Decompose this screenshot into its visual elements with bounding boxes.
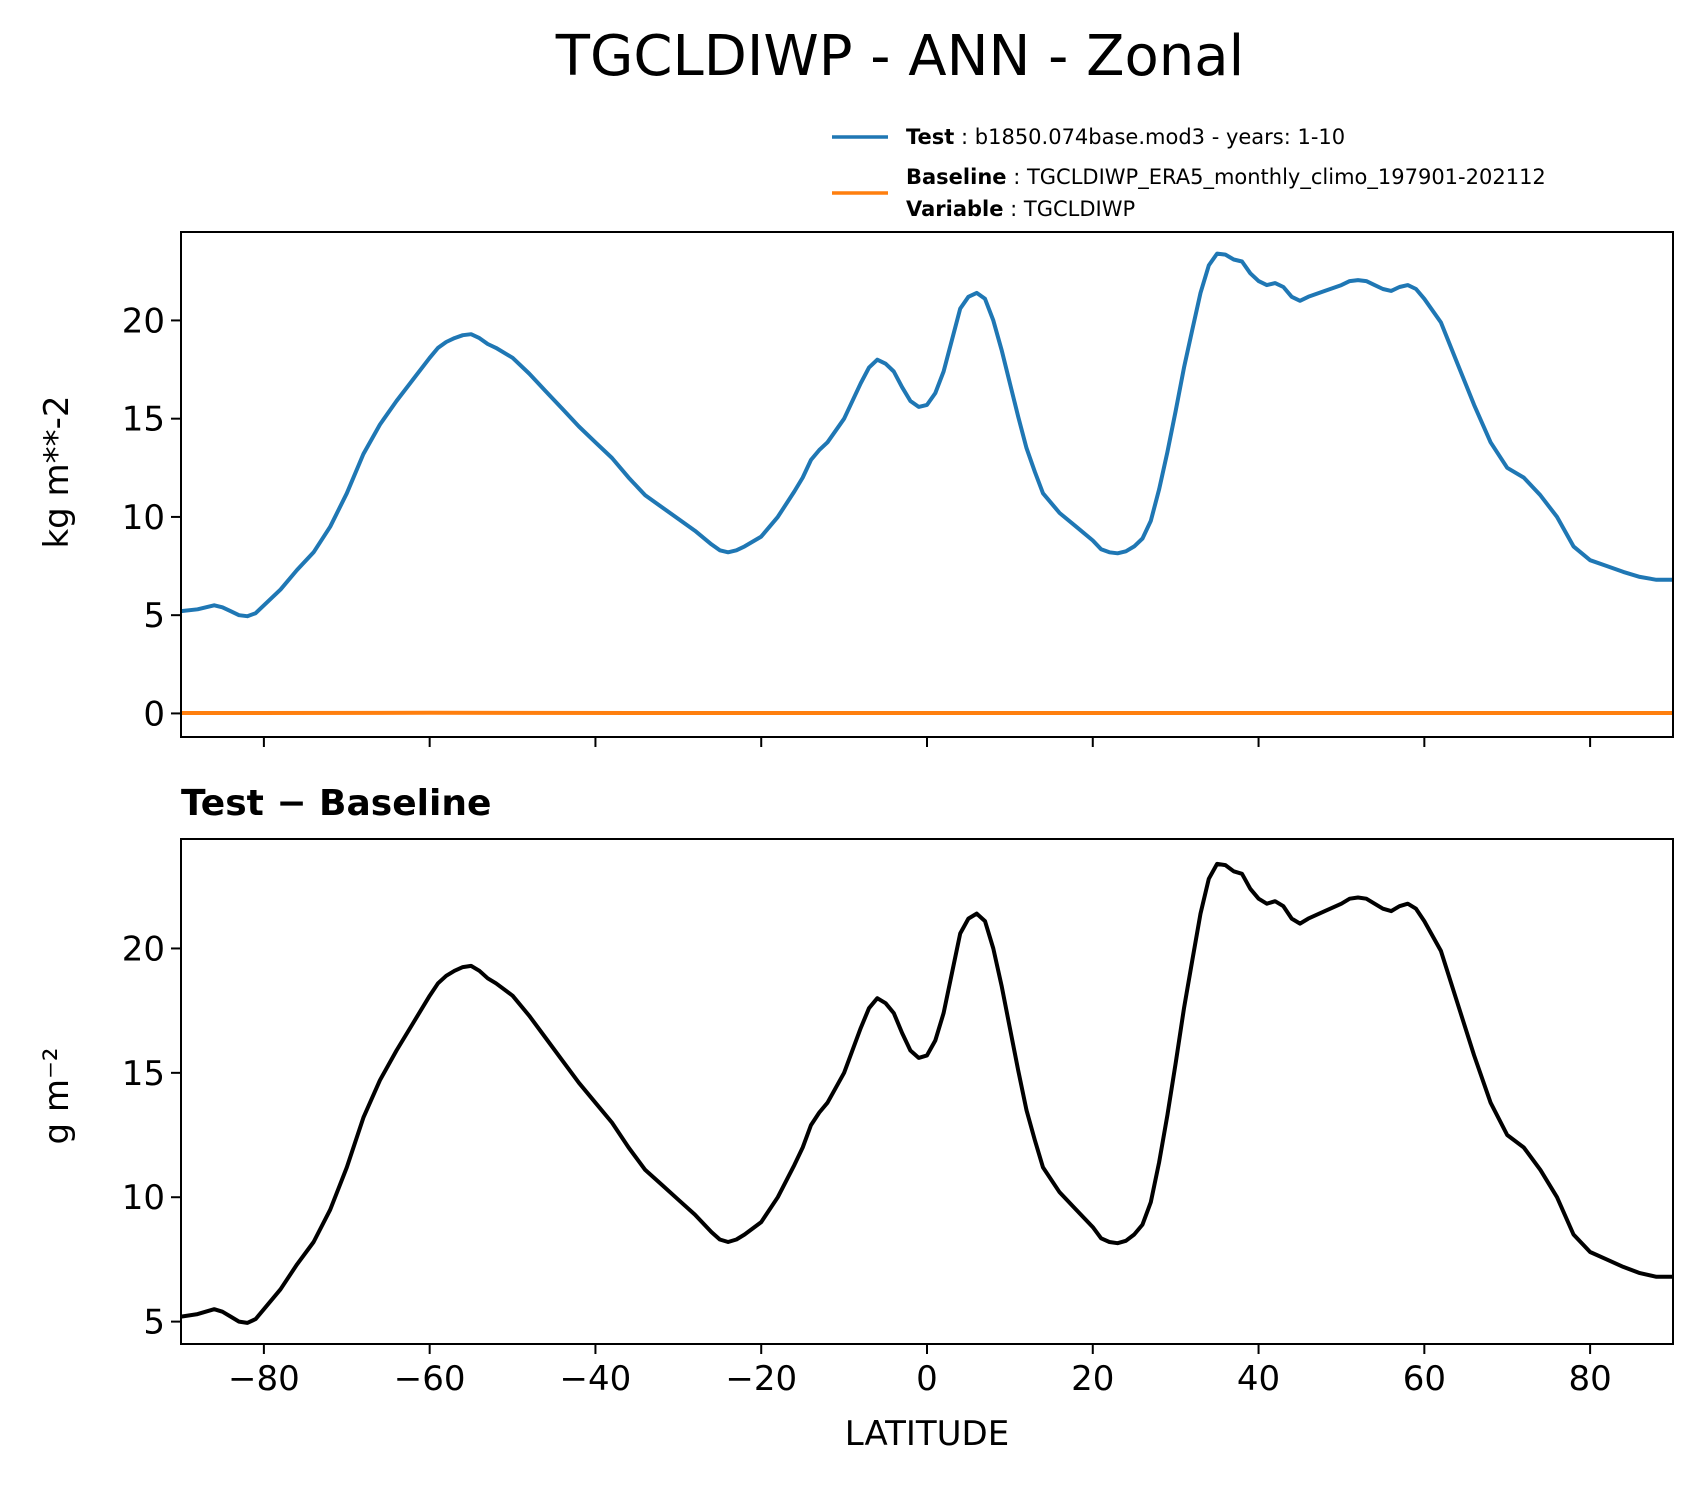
top-ytick-label: 15: [122, 400, 165, 440]
bottom-xtick-label: 60: [1403, 1359, 1446, 1399]
bottom-xtick-label: 80: [1568, 1359, 1611, 1399]
bottom-xtick-label: 20: [1071, 1359, 1114, 1399]
bottom-ytick-label: 10: [122, 1178, 165, 1218]
bottom-axes-group: 5 10 15 20 −80 −60 −40 −20 0 20 40 60 80: [122, 838, 1674, 1399]
top-axes-frame: [180, 231, 1674, 738]
top-panel: kg m**-2 0 5 10 15 20: [37, 231, 1674, 747]
legend: Test : b1850.074base.mod3 - years: 1-10 …: [832, 125, 1546, 221]
legend-test-text: b1850.074base.mod3 - years: 1-10: [975, 125, 1345, 149]
bottom-axes-frame: [180, 838, 1674, 1345]
legend-variable-text: TGCLDIWP: [1023, 197, 1135, 221]
legend-test-sep: :: [954, 125, 974, 149]
bottom-panel: Test − Baseline g m⁻² 5 10 15 20 −80 −60 −40 −2…: [37, 783, 1674, 1454]
bottom-ytick-label: 20: [122, 929, 165, 969]
bottom-ytick-label: 15: [122, 1054, 165, 1094]
top-ytick-label: 10: [122, 498, 165, 538]
top-ylabel: kg m**-2: [37, 395, 77, 548]
bottom-xtick-label: 40: [1237, 1359, 1280, 1399]
bottom-ytick-label: 5: [143, 1303, 165, 1343]
legend-test-key: Test: [906, 125, 954, 149]
legend-variable-label: Variable : TGCLDIWP: [906, 197, 1135, 221]
top-series-test-line: [181, 251, 1673, 619]
top-series-group: [181, 251, 1673, 715]
legend-test-label: Test : b1850.074base.mod3 - years: 1-10: [906, 125, 1345, 149]
bottom-xtick-label: −40: [560, 1359, 632, 1399]
bottom-xtick-label: −80: [228, 1359, 300, 1399]
bottom-xtick-label: −60: [394, 1359, 466, 1399]
top-ytick-label: 20: [122, 301, 165, 341]
figure-title: TGCLDIWP - ANN - Zonal: [555, 24, 1244, 89]
bottom-series-test-baseline-line: [181, 861, 1673, 1325]
bottom-subtitle: Test − Baseline: [181, 783, 491, 824]
bottom-xtick-label: 0: [916, 1359, 938, 1399]
x-axis-label: LATITUDE: [845, 1414, 1009, 1454]
bottom-ylabel: g m⁻²: [37, 1047, 77, 1144]
legend-baseline-key: Baseline: [906, 165, 1007, 189]
bottom-series-group: [181, 861, 1673, 1325]
legend-variable-key: Variable: [906, 197, 1003, 221]
top-ytick-label: 0: [143, 694, 165, 734]
legend-baseline-sep: :: [1007, 165, 1027, 189]
legend-variable-sep: :: [1003, 197, 1023, 221]
top-ytick-label: 5: [143, 596, 165, 636]
legend-baseline-label: Baseline : TGCLDIWP_ERA5_monthly_climo_1…: [906, 165, 1546, 190]
top-axes-group: 0 5 10 15 20: [122, 231, 1674, 747]
bottom-xtick-label: −20: [725, 1359, 797, 1399]
legend-baseline-text: TGCLDIWP_ERA5_monthly_climo_197901-20211…: [1026, 165, 1546, 190]
